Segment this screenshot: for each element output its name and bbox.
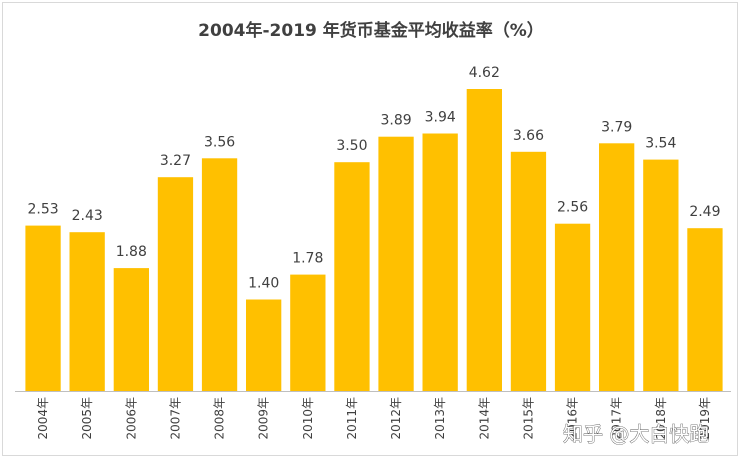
x-tick-label-2014年: 2014年 (477, 397, 491, 440)
x-tick-label-2016年: 2016年 (566, 397, 580, 440)
value-label-2016年: 2.56 (557, 200, 588, 216)
bar-2013年 (422, 133, 458, 391)
x-tick-label-2004年: 2004年 (36, 397, 50, 440)
x-tick-label-2006年: 2006年 (124, 397, 138, 440)
bar-2014年 (466, 89, 502, 391)
x-tick-label-2018年: 2018年 (654, 397, 668, 440)
bar-2017年 (599, 143, 635, 391)
chart-title: 2004年-2019 年货币基金平均收益率（%） (198, 20, 544, 41)
bar-2011年 (334, 162, 370, 391)
bar-2015年 (510, 151, 547, 391)
bar-2006年 (113, 268, 149, 391)
bar-2008年 (201, 158, 238, 391)
x-tick-label-2007年: 2007年 (168, 397, 182, 440)
x-tick-label-2008年: 2008年 (213, 397, 227, 440)
x-tick-labels-group: 2004年 2005年 2006年 2007年 2008年 2009年 2010年 2011年… (36, 397, 712, 440)
value-labels-group: 2.53 2.43 1.88 3.27 3.56 1.40 1.78 3.50 3.89 3.94… (28, 65, 721, 292)
x-tick-label-2010年: 2010年 (301, 397, 315, 440)
x-tick-label-2017年: 2017年 (610, 397, 624, 440)
value-label-2014年: 4.62 (469, 65, 500, 81)
value-label-2013年: 3.94 (425, 110, 456, 126)
x-tick-label-2005年: 2005年 (80, 397, 94, 440)
value-label-2006年: 1.88 (116, 244, 147, 260)
x-tick-label-2013年: 2013年 (433, 397, 447, 440)
bars-group (25, 89, 723, 391)
bar-2004年 (25, 225, 61, 391)
value-label-2015年: 3.66 (513, 128, 544, 144)
bar-2010年 (290, 274, 326, 391)
value-label-2007年: 3.27 (160, 153, 191, 169)
value-label-2011年: 3.50 (336, 138, 367, 154)
bar-chart: 2004年-2019 年货币基金平均收益率（%） 2.53 2.43 1.88 3.2… (15, 20, 731, 446)
value-label-2010年: 1.78 (292, 251, 323, 267)
bar-2019年 (687, 228, 723, 391)
value-label-2005年: 2.43 (72, 208, 103, 224)
bar-2009年 (246, 299, 282, 391)
value-label-2004年: 2.53 (28, 202, 59, 218)
chart-frame: 2004年-2019 年货币基金平均收益率（%） 2.53 2.43 1.88 3.2… (2, 2, 738, 456)
bar-2018年 (643, 159, 679, 391)
x-tick-label-2009年: 2009年 (257, 397, 271, 440)
watermark: 知乎 @大白快跑 (563, 422, 709, 446)
value-label-2009年: 1.40 (248, 276, 279, 292)
x-tick-label-2012年: 2012年 (389, 397, 403, 440)
value-label-2018年: 3.54 (645, 136, 676, 152)
x-tick-label-2015年: 2015年 (521, 397, 535, 440)
bar-2007年 (157, 177, 194, 391)
bar-2016年 (554, 223, 591, 391)
x-tick-label-2019年: 2019年 (698, 397, 712, 440)
value-label-2019年: 2.49 (689, 204, 720, 220)
value-label-2012年: 3.89 (381, 113, 412, 129)
value-label-2017年: 3.79 (601, 119, 632, 135)
x-tick-label-2011年: 2011年 (345, 397, 359, 440)
bar-2012年 (378, 136, 414, 391)
bar-2005年 (69, 232, 105, 391)
value-label-2008年: 3.56 (204, 134, 235, 150)
